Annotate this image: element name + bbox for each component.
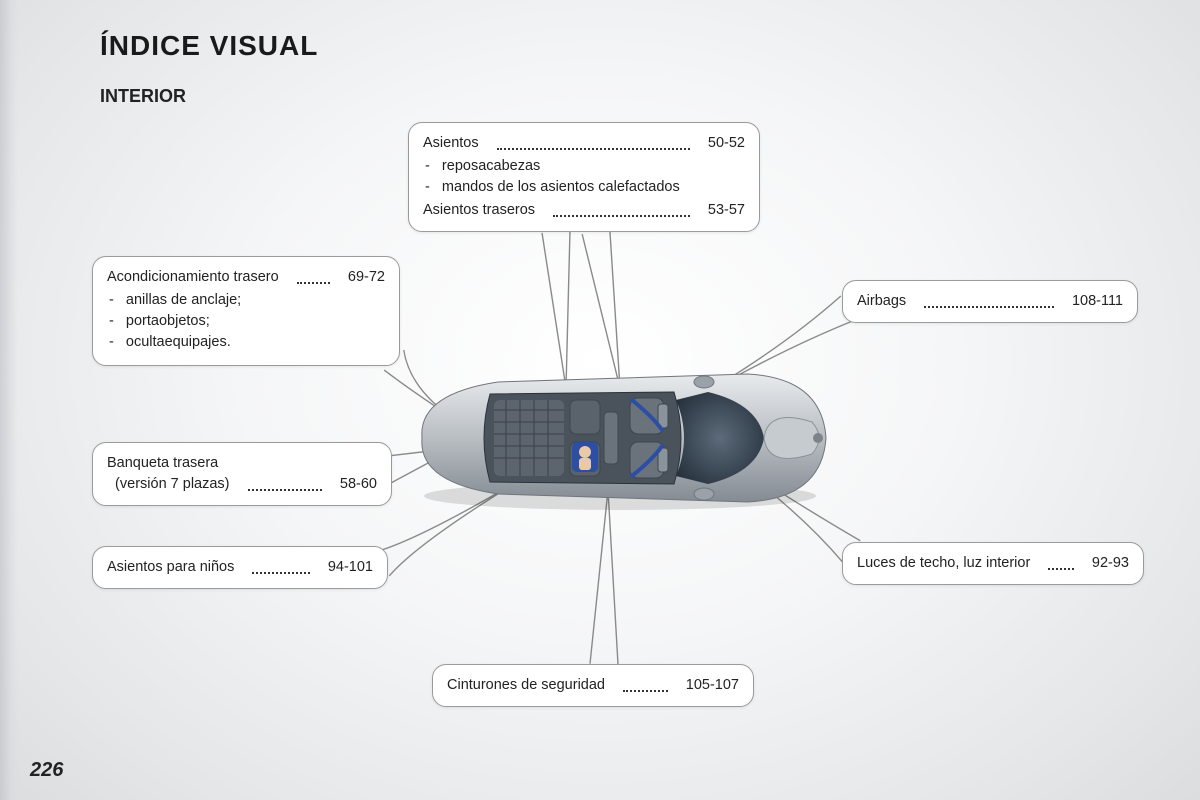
car-hood xyxy=(764,418,819,459)
bullet: reposacabezas xyxy=(425,156,745,177)
label: Asientos traseros xyxy=(423,200,535,221)
pages: 58-60 xyxy=(340,474,377,495)
label: Asientos xyxy=(423,133,479,154)
page-binding-shadow xyxy=(0,0,18,800)
callout-ceiling-lights: Luces de techo, luz interior 92-93 xyxy=(842,542,1144,585)
section-subtitle: INTERIOR xyxy=(100,86,186,107)
label: Luces de techo, luz interior xyxy=(857,553,1030,574)
child-seat xyxy=(572,442,598,472)
pages: 92-93 xyxy=(1092,553,1129,574)
callout-seats: Asientos 50-52 reposacabezas mandos de lo… xyxy=(408,122,760,232)
pages: 53-57 xyxy=(708,200,745,221)
callout-child-seats: Asientos para niños 94-101 xyxy=(92,546,388,589)
bullet: mandos de los asientos calefactados xyxy=(425,177,745,198)
page-title: ÍNDICE VISUAL xyxy=(100,30,318,62)
label: Acondicionamiento trasero xyxy=(107,267,279,288)
pages: 108-111 xyxy=(1072,291,1123,312)
callout-rear-storage: Acondicionamiento trasero 69-72 anillas d… xyxy=(92,256,400,366)
bullet: portaobjetos; xyxy=(109,311,385,332)
label: Banqueta trasera xyxy=(107,455,218,471)
callout-seatbelts: Cinturones de seguridad 105-107 xyxy=(432,664,754,707)
pages: 69-72 xyxy=(348,267,385,288)
label: (versión 7 plazas) xyxy=(107,474,230,495)
car-top-view xyxy=(408,364,832,512)
label: Cinturones de seguridad xyxy=(447,675,605,696)
badge xyxy=(813,433,823,443)
pages: 105-107 xyxy=(686,675,739,696)
bullet: anillas de anclaje; xyxy=(109,290,385,311)
pages: 50-52 xyxy=(708,133,745,154)
cargo-floor xyxy=(494,400,564,476)
page-number: 226 xyxy=(30,759,63,782)
pages: 94-101 xyxy=(328,557,373,578)
callout-rear-bench: Banqueta trasera (versión 7 plazas) 58-60 xyxy=(92,442,392,506)
bullet: ocultaequipajes. xyxy=(109,332,385,353)
label: Airbags xyxy=(857,291,906,312)
callout-airbags: Airbags 108-111 xyxy=(842,280,1138,323)
label: Asientos para niños xyxy=(107,557,234,578)
